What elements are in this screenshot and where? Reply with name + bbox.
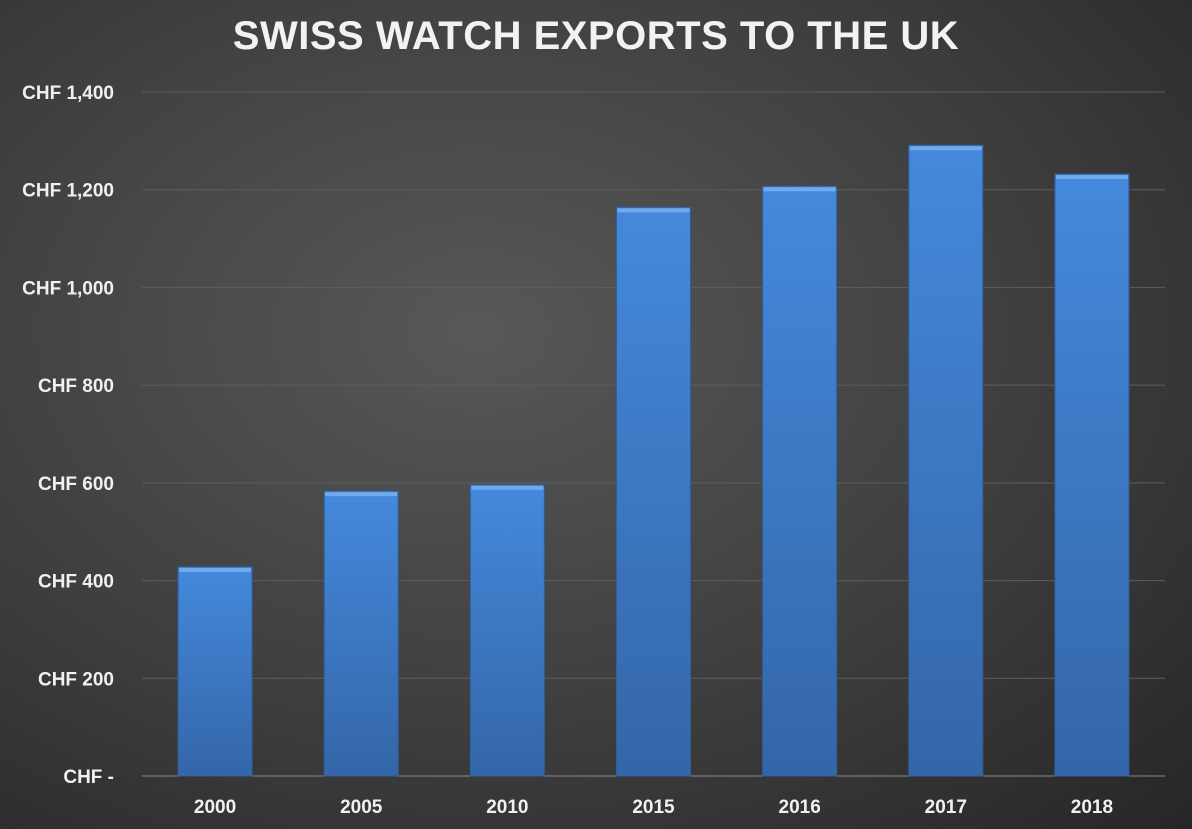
bar-highlight (763, 187, 836, 192)
x-tick-label: 2005 (340, 797, 383, 818)
y-tick-label: CHF - (63, 767, 114, 788)
x-tick-label: 2018 (1071, 797, 1113, 818)
x-tick-label: 2010 (486, 797, 528, 818)
y-tick-label: CHF 800 (38, 376, 114, 397)
bar-2015 (616, 206, 691, 777)
bar-2018 (1054, 173, 1130, 777)
x-tick-label: 2015 (632, 797, 675, 818)
bar-highlight (471, 485, 544, 490)
bar-2017 (908, 144, 984, 777)
bar-2010 (469, 484, 545, 777)
bar-highlight (909, 146, 982, 151)
chart-title: SWISS WATCH EXPORTS TO THE UK (232, 14, 960, 58)
bar-2016 (762, 185, 838, 777)
x-tick-label: 2017 (925, 797, 967, 818)
bar-highlight (179, 567, 252, 572)
y-tick-label: CHF 400 (38, 572, 114, 593)
y-tick-label: CHF 1,200 (22, 181, 114, 202)
y-tick-label: CHF 200 (38, 669, 114, 690)
y-tick-label: CHF 1,400 (22, 83, 114, 104)
bar-highlight (617, 208, 690, 213)
bar-2005 (323, 490, 399, 777)
y-tick-label: CHF 600 (38, 474, 114, 495)
bar-2000 (177, 566, 253, 777)
x-tick-label: 2000 (194, 797, 236, 818)
y-tick-label: CHF 1,000 (22, 278, 114, 299)
x-tick-label: 2016 (779, 797, 821, 818)
bar-highlight (325, 492, 398, 497)
bar-highlight (1055, 175, 1128, 180)
